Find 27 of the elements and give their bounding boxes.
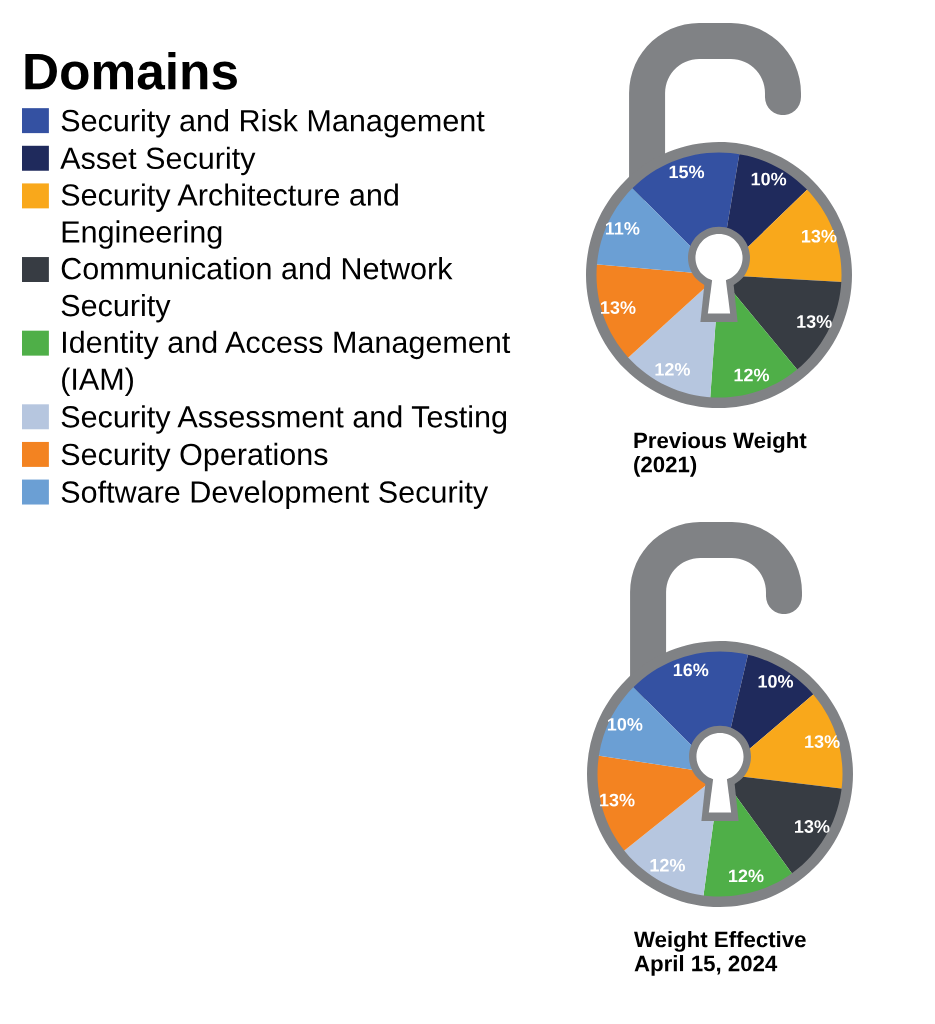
data-label: 10% (607, 717, 643, 731)
legend-label: Security and Risk Management (61, 109, 485, 138)
text: Weight Effective April 15, 2024 (634, 931, 806, 976)
data-label: 13% (601, 301, 636, 314)
data-label: 12% (655, 362, 690, 376)
legend-label: Asset Security (60, 146, 256, 176)
data-label: 12% (729, 869, 764, 883)
text: Previous Weight (2021) (634, 432, 807, 477)
data-label: 13% (600, 793, 635, 807)
legend-label: Security Operations (61, 442, 328, 472)
data-label: 12% (734, 368, 770, 382)
data-label: 10% (758, 675, 794, 688)
legend-label: Communication and Network Security (61, 257, 453, 323)
data-label: 13% (805, 735, 840, 749)
legend-label: Software Development Security (61, 480, 489, 509)
data-label: 13% (795, 820, 830, 833)
data-label: 12% (650, 858, 686, 872)
legend-label: Security Assessment and Testing (61, 405, 507, 434)
data-label: 13% (797, 315, 832, 328)
legend-label: Security Architecture and Engineering (61, 183, 398, 249)
legend-title: Domains (25, 52, 237, 90)
data-label: 11% (605, 222, 640, 235)
data-label: 10% (751, 172, 787, 186)
legend-label: Identity and Access Management (IAM) (62, 330, 511, 397)
data-label: 15% (669, 165, 705, 179)
data-label: 16% (673, 663, 709, 677)
data-label: 13% (801, 229, 837, 243)
